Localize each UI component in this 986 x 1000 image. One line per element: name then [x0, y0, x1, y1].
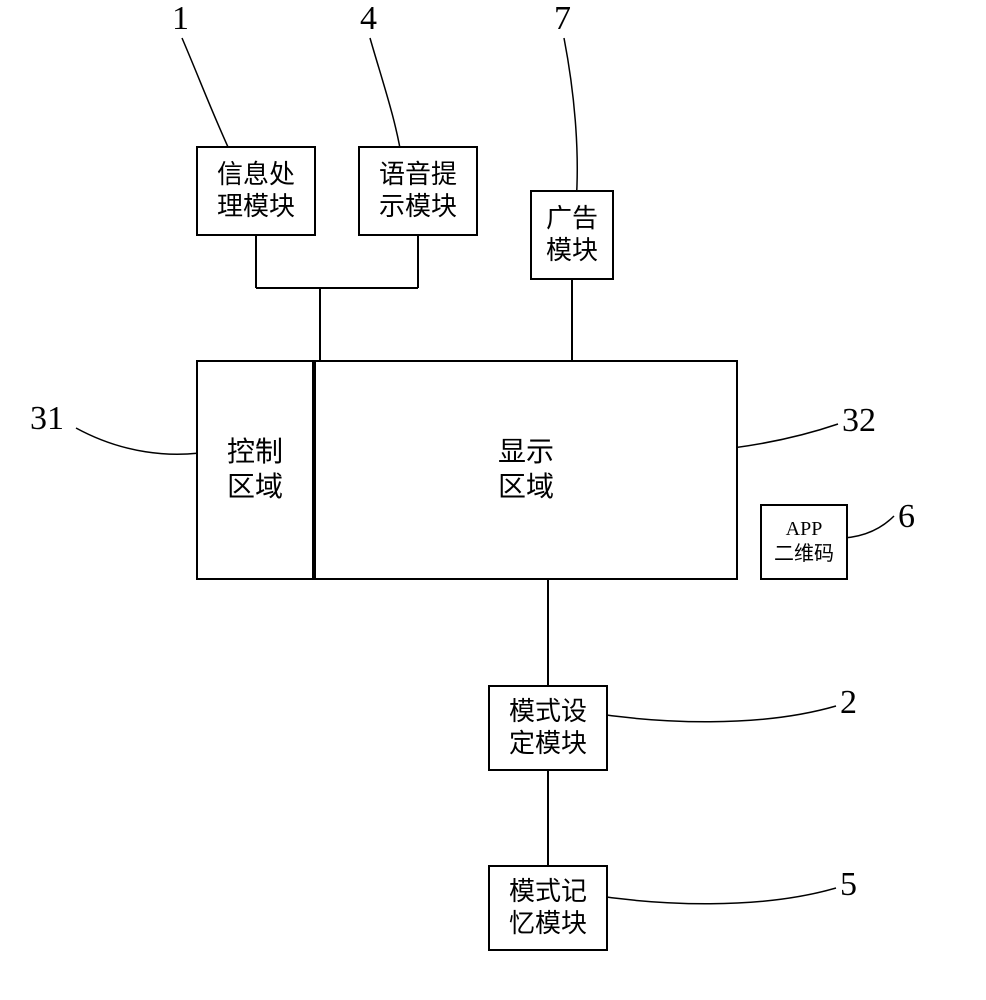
callout-2: 2: [840, 684, 857, 722]
lead-2: [586, 706, 836, 722]
callout-7: 7: [554, 0, 571, 38]
node-mode: 模式设 定模块: [488, 685, 608, 771]
diagram-stage: 信息处 理模块 语音提 示模块 广告 模块 控制 区域 显示 区域 APP 二维…: [0, 0, 986, 1000]
node-mem: 模式记 忆模块: [488, 865, 608, 951]
lead-7: [564, 38, 577, 204]
callout-6: 6: [898, 498, 915, 536]
node-info: 信息处 理模块: [196, 146, 316, 236]
callout-31: 31: [30, 400, 64, 438]
node-ad: 广告 模块: [530, 190, 614, 280]
node-disp: 显示 区域: [314, 360, 738, 580]
lead-5: [586, 888, 836, 904]
node-qr: APP 二维码: [760, 504, 848, 580]
callout-32: 32: [842, 402, 876, 440]
callout-5: 5: [840, 866, 857, 904]
node-voice: 语音提 示模块: [358, 146, 478, 236]
callout-4: 4: [360, 0, 377, 38]
callout-1: 1: [172, 0, 189, 38]
node-ctrl: 控制 区域: [196, 360, 314, 580]
lead-1: [182, 38, 234, 160]
lead-4: [370, 38, 402, 160]
